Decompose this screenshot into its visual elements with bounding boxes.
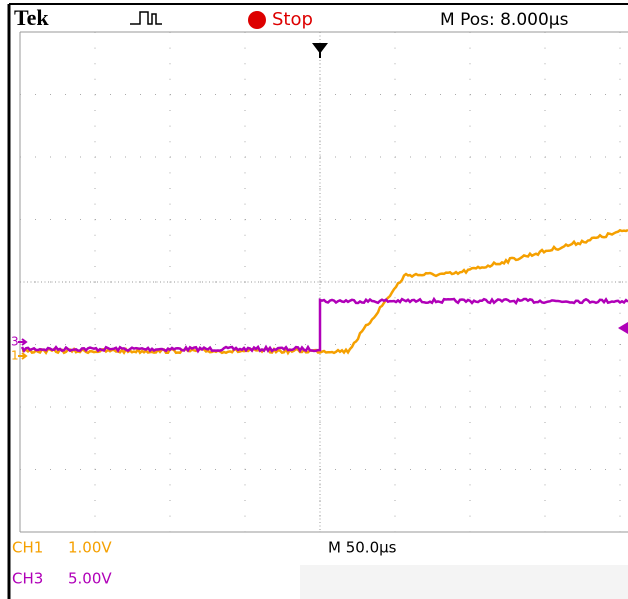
timebase: M 50.0µs [328, 539, 397, 557]
ch3-trace [20, 296, 628, 354]
ch3-scale: 5.00V [68, 570, 112, 588]
horizontal-position: M Pos: 8.000µs [440, 10, 569, 30]
ch1-trace [21, 228, 628, 356]
graticule [20, 32, 628, 532]
ch3-arrow [18, 338, 28, 346]
ch1-marker: 1 [11, 349, 19, 363]
run-status: Stop [272, 9, 313, 30]
ch3-marker: 3 [11, 335, 19, 349]
brand: Tek [14, 5, 49, 30]
footer-panel [300, 565, 628, 599]
trigger-icon [130, 11, 162, 25]
ch1-label: CH1 [12, 539, 43, 557]
ch3-trigger-level [618, 322, 628, 334]
stop-indicator [248, 11, 266, 29]
ch3-label: CH3 [12, 570, 43, 588]
ch1-scale: 1.00V [68, 539, 112, 557]
ch1-arrow [18, 352, 28, 360]
trigger-position-marker [312, 43, 328, 58]
